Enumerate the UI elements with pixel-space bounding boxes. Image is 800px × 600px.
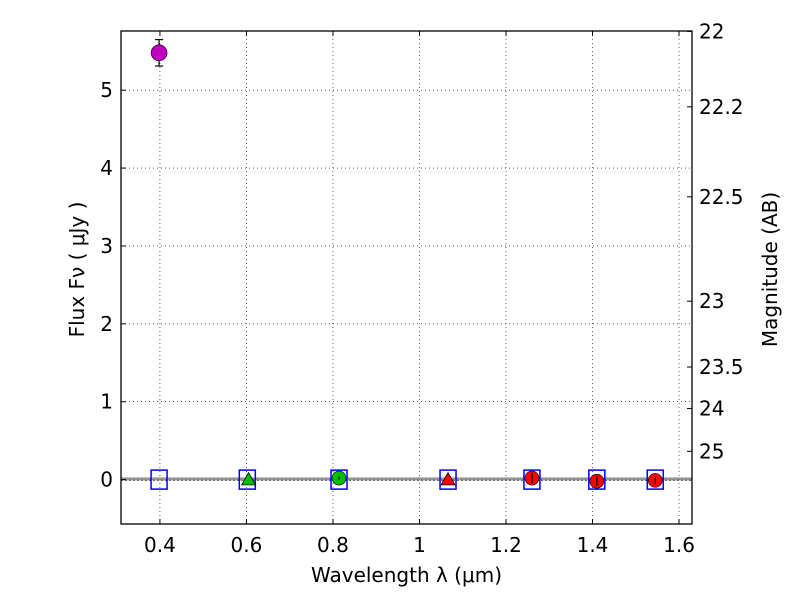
x-tick-label: 1.6 [663, 533, 695, 557]
ticks [121, 30, 692, 524]
x-axis-label: Wavelength λ (μm) [311, 563, 502, 587]
model-photometry-square [439, 469, 457, 490]
observed-point-triangle [440, 471, 456, 486]
observed-point-circle [150, 44, 168, 62]
x-tick-label: 1.4 [577, 533, 609, 557]
model-photometry-square [150, 469, 168, 490]
y-tick-label: 3 [100, 234, 113, 258]
mag-tick-label: 23.5 [699, 355, 744, 379]
observed-point-triangle [240, 471, 257, 486]
y2-axis-label: Magnitude (AB) [758, 192, 782, 347]
x-tick-label: 0.6 [231, 533, 263, 557]
y-tick-label: 5 [100, 78, 113, 102]
y-axis-label: Flux Fν ( μJy ) [65, 202, 89, 338]
model-sed-layer [121, 477, 692, 481]
model-photometry-layer [150, 469, 664, 490]
observed-photometry-layer [150, 38, 663, 489]
model-photometry-square [523, 469, 541, 490]
mag-tick-label: 24 [699, 397, 724, 421]
mag-tick-label: 23 [699, 289, 724, 313]
y-tick-label: 0 [100, 468, 113, 492]
x-tick-label: 0.8 [317, 533, 349, 557]
mag-tick-label: 25 [699, 439, 724, 463]
x-tick-label: 0.4 [144, 533, 176, 557]
model-photometry-square [646, 469, 664, 490]
mag-tick-label: 22.2 [699, 95, 744, 119]
x-tick-label: 1.2 [490, 533, 522, 557]
y-tick-label: 2 [100, 312, 113, 336]
grid [121, 31, 692, 524]
mag-tick-label: 22.5 [699, 185, 744, 209]
plot-frame [120, 30, 693, 525]
y-tick-label: 1 [100, 390, 113, 414]
model-photometry-square [330, 469, 348, 490]
model-photometry-square [238, 469, 257, 490]
x-tick-label: 1 [413, 533, 426, 557]
y-tick-label: 4 [100, 156, 113, 180]
mag-tick-label: 22 [699, 19, 724, 43]
tick-labels: 0.4 0.6 0.8 1 1.2 1.4 1.60123452222.222.52323.… [100, 19, 743, 557]
model-photometry-square [588, 469, 606, 490]
